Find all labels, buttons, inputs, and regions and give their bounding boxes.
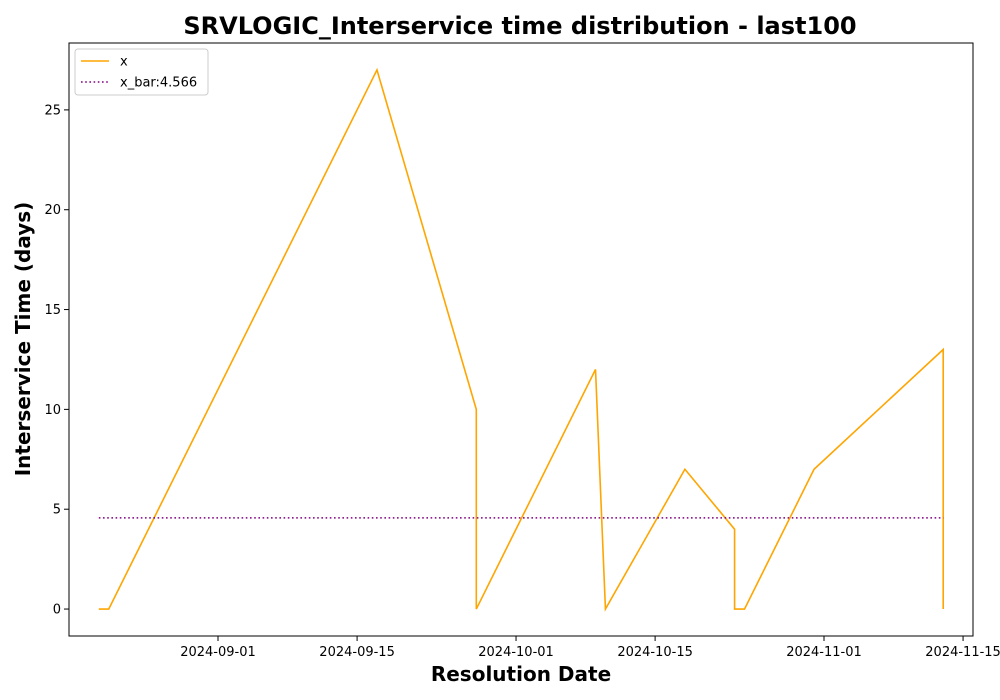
plot-frame <box>68 42 974 637</box>
legend: x x_bar:4.566 <box>74 48 209 96</box>
x-tick-label: 2024-11-15 <box>925 645 1000 660</box>
axis-ticks: 2024-09-01 2024-09-15 2024-10-01 2024-10-15… <box>44 103 1000 660</box>
y-tick-label: 0 <box>53 603 61 618</box>
y-tick-label: 15 <box>44 303 61 318</box>
chart-title: SRVLOGIC_Interservice time distribution … <box>183 12 856 40</box>
x-tick-label: 2024-09-01 <box>180 645 256 660</box>
y-tick-label: 5 <box>53 503 61 518</box>
x-tick-label: 2024-10-01 <box>478 645 554 660</box>
x-axis-title: Resolution Date <box>431 662 611 686</box>
y-axis-title: Interservice Time (days) <box>11 202 35 477</box>
y-tick-label: 10 <box>44 403 61 418</box>
x-tick-label: 2024-09-15 <box>319 645 395 660</box>
x-tick-label: 2024-10-15 <box>617 645 693 660</box>
legend-label-1: x_bar:4.566 <box>120 76 197 91</box>
x-tick-label: 2024-11-01 <box>786 645 862 660</box>
series-line-0 <box>98 67 945 612</box>
plot-area <box>98 67 945 612</box>
y-tick-label: 20 <box>44 203 61 218</box>
y-tick-label: 25 <box>44 103 61 118</box>
legend-label-0: x <box>120 55 128 70</box>
